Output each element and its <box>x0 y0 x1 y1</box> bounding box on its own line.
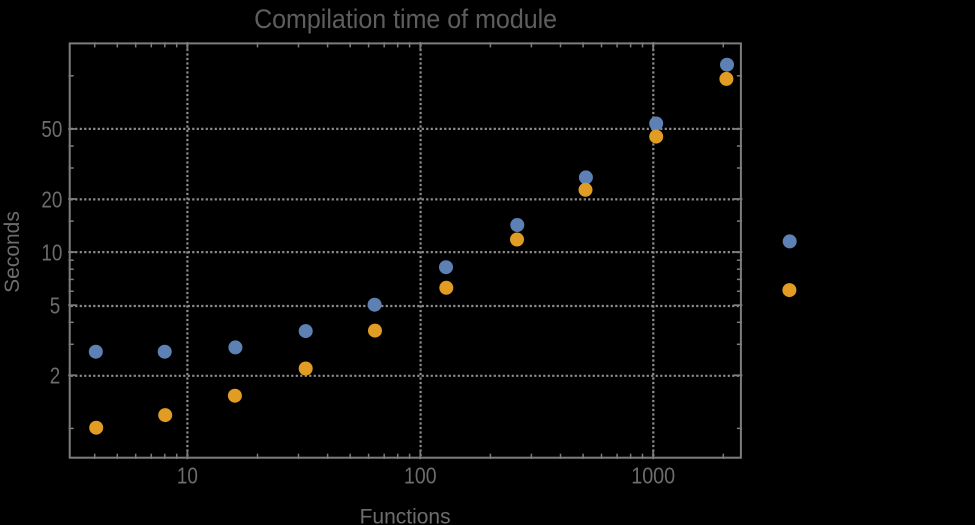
svg-text:10: 10 <box>41 239 62 265</box>
svg-text:Compilation time of module: Compilation time of module <box>254 4 557 34</box>
svg-text:2: 2 <box>50 363 61 389</box>
svg-text:10: 10 <box>177 463 198 489</box>
svg-text:50: 50 <box>41 116 62 142</box>
svg-text:5: 5 <box>50 293 61 319</box>
svg-text:1000: 1000 <box>631 463 675 489</box>
svg-text:Seconds: Seconds <box>1 211 24 293</box>
svg-text:Functions: Functions <box>360 505 451 525</box>
svg-text:20: 20 <box>41 186 62 212</box>
svg-text:100: 100 <box>404 463 437 489</box>
